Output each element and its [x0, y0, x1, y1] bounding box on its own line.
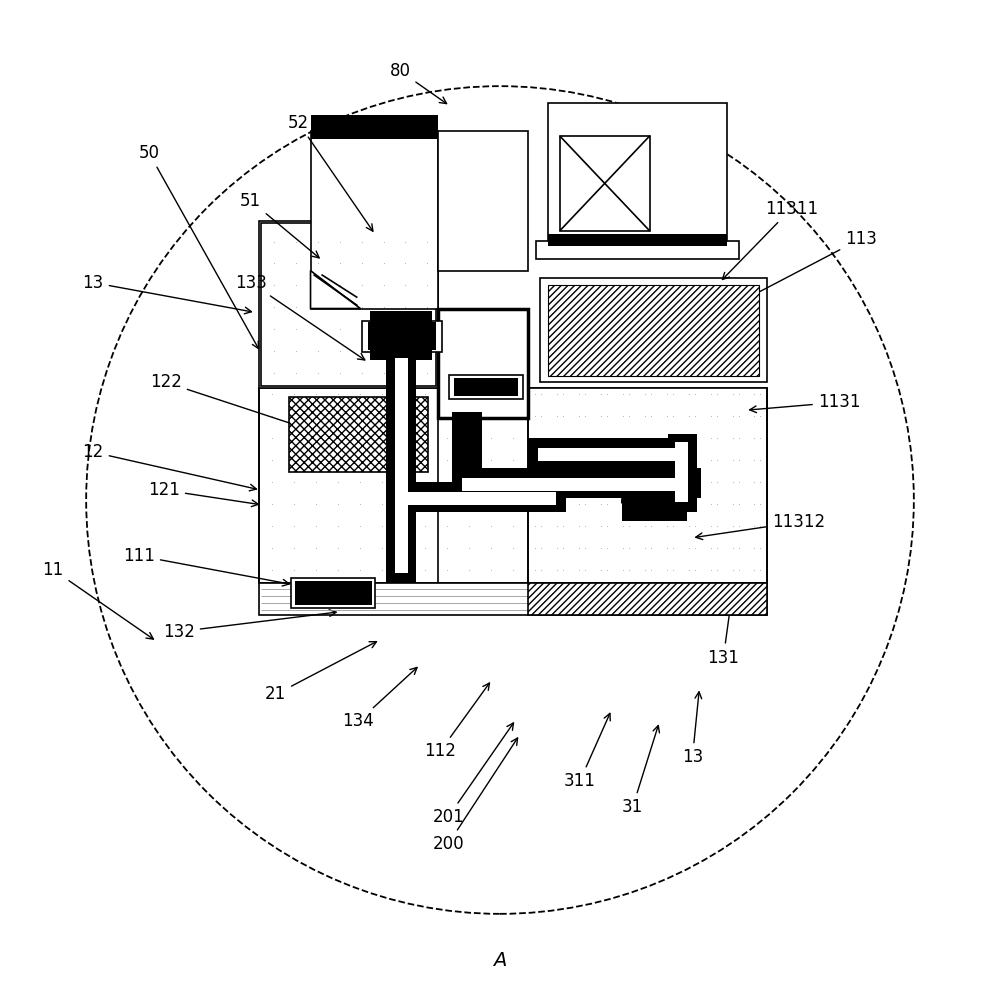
Text: 122: 122	[150, 373, 313, 432]
Bar	[462, 478, 680, 491]
Text: 311: 311	[564, 713, 610, 790]
Bar	[456, 378, 518, 396]
Polygon shape	[311, 271, 360, 309]
Text: 21: 21	[265, 642, 376, 703]
Bar	[362, 320, 442, 352]
Bar	[370, 311, 432, 360]
Text: 80: 80	[390, 62, 447, 104]
Text: 13: 13	[83, 274, 251, 314]
Bar	[386, 348, 416, 583]
Text: 131: 131	[707, 604, 739, 667]
Bar	[668, 434, 697, 512]
Text: 11311: 11311	[722, 200, 818, 280]
Bar	[311, 115, 438, 139]
Text: 51: 51	[240, 192, 319, 258]
Polygon shape	[622, 470, 687, 503]
Bar	[675, 442, 688, 502]
Bar	[311, 131, 438, 309]
Text: 134: 134	[343, 667, 417, 730]
Bar	[622, 501, 687, 521]
Bar	[261, 223, 436, 386]
Bar	[396, 492, 556, 505]
Bar	[449, 375, 523, 399]
Bar	[536, 241, 739, 259]
Bar	[548, 234, 727, 246]
Bar	[528, 438, 697, 468]
Bar	[289, 397, 428, 472]
Text: 31: 31	[622, 726, 659, 816]
Bar	[438, 309, 528, 418]
Bar	[259, 583, 767, 615]
Text: 11: 11	[43, 561, 153, 639]
Text: 200: 200	[432, 738, 518, 853]
Text: 1131: 1131	[750, 393, 860, 413]
Text: 113: 113	[731, 230, 877, 307]
Text: 201: 201	[432, 723, 513, 826]
Text: 133: 133	[235, 274, 365, 360]
Bar	[452, 412, 482, 498]
Bar	[259, 388, 767, 583]
Text: 112: 112	[424, 683, 489, 760]
Bar	[297, 581, 371, 605]
Bar	[291, 578, 375, 608]
Bar	[438, 131, 528, 271]
Text: 12: 12	[83, 443, 256, 491]
Bar	[454, 378, 518, 396]
Bar	[259, 221, 438, 388]
Text: 111: 111	[123, 547, 289, 586]
Text: 13: 13	[682, 692, 703, 766]
Bar	[528, 388, 767, 583]
Bar	[540, 278, 767, 382]
Bar	[548, 285, 759, 376]
Text: 121: 121	[148, 481, 258, 507]
Bar	[528, 583, 767, 615]
Bar	[560, 136, 650, 231]
Bar	[395, 358, 408, 573]
Text: 132: 132	[163, 610, 336, 641]
Text: 50: 50	[138, 144, 259, 349]
Text: A: A	[493, 951, 507, 970]
Text: 52: 52	[288, 114, 373, 231]
Bar	[548, 103, 727, 241]
Bar	[368, 322, 436, 350]
Bar	[295, 581, 372, 605]
Bar	[386, 482, 566, 512]
Bar	[538, 448, 685, 461]
Bar	[452, 468, 701, 498]
Text: 11312: 11312	[696, 513, 826, 540]
